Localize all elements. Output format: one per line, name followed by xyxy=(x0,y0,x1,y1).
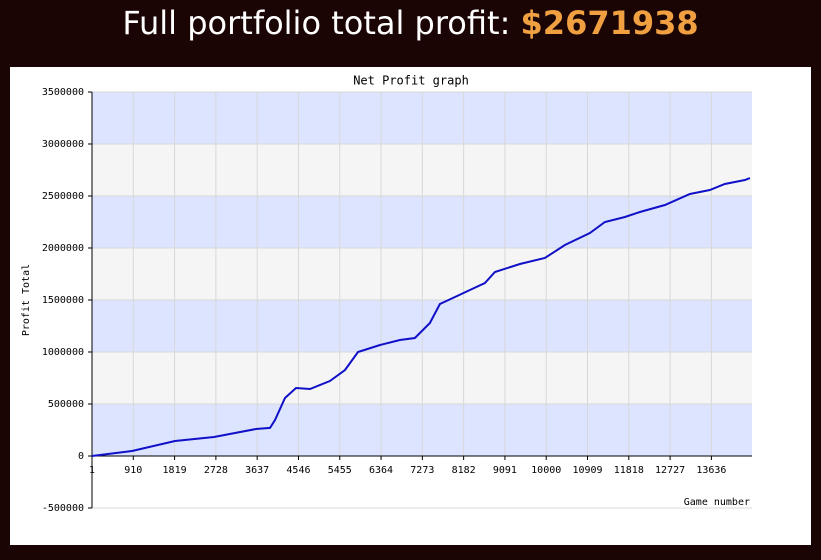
x-tick-label: 1819 xyxy=(163,465,187,476)
x-tick-label: 9091 xyxy=(493,465,517,476)
x-tick-label: 5455 xyxy=(328,465,352,476)
y-tick-label: 2500000 xyxy=(42,191,84,202)
x-tick-label: 7273 xyxy=(410,465,434,476)
y-tick-label: 3500000 xyxy=(42,87,84,98)
y-tick-label: 500000 xyxy=(48,399,84,410)
x-tick-label: 910 xyxy=(124,465,142,476)
y-tick-label: -500000 xyxy=(42,503,84,514)
y-tick-label: 0 xyxy=(78,451,84,462)
header: Full portfolio total profit: $2671938 xyxy=(0,0,821,46)
x-tick-label: 3637 xyxy=(245,465,269,476)
header-title: Full portfolio total profit: xyxy=(122,4,511,42)
x-tick-label: 2728 xyxy=(204,465,228,476)
x-tick-label: 11818 xyxy=(614,465,644,476)
chart-title: Net Profit graph xyxy=(353,74,469,88)
x-tick-label: 6364 xyxy=(369,465,393,476)
x-tick-label: 8182 xyxy=(452,465,476,476)
x-tick-label: 13636 xyxy=(696,465,726,476)
profit-line xyxy=(91,177,751,457)
y-tick-label: 1500000 xyxy=(42,295,84,306)
total-amount: $2671938 xyxy=(520,4,699,42)
y-tick-label: 3000000 xyxy=(42,139,84,150)
y-tick-label: 2000000 xyxy=(42,243,84,254)
x-tick-label: 12727 xyxy=(655,465,685,476)
x-tick-label: 10909 xyxy=(572,465,602,476)
x-tick-label: 10000 xyxy=(531,465,561,476)
x-axis-label: Game number xyxy=(684,497,750,508)
y-tick-label: 1000000 xyxy=(42,347,84,358)
x-tick-label: 4546 xyxy=(286,465,310,476)
y-axis-label: Profit Total xyxy=(21,264,32,336)
